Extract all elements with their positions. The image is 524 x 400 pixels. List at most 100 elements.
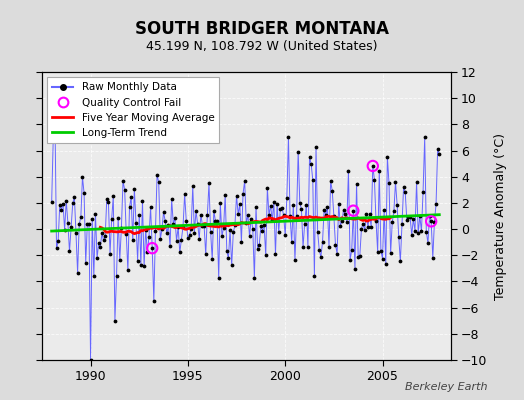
- Point: [193, 220, 202, 227]
- Point: [299, 244, 307, 250]
- Point: [112, 273, 121, 279]
- Point: [356, 253, 364, 259]
- Point: [59, 200, 67, 207]
- Point: [398, 221, 406, 228]
- Point: [328, 188, 336, 194]
- Point: [344, 168, 353, 174]
- Point: [122, 231, 130, 237]
- Point: [385, 180, 393, 186]
- Point: [82, 260, 90, 266]
- Text: 45.199 N, 108.792 W (United States): 45.199 N, 108.792 W (United States): [146, 40, 378, 53]
- Point: [297, 206, 305, 212]
- Point: [236, 201, 244, 207]
- Point: [420, 134, 429, 141]
- Point: [367, 224, 375, 230]
- Point: [296, 200, 304, 206]
- Point: [307, 161, 315, 167]
- Point: [245, 233, 254, 240]
- Point: [416, 213, 424, 219]
- Point: [172, 238, 181, 244]
- Point: [362, 210, 370, 217]
- Point: [57, 206, 66, 213]
- Point: [48, 199, 56, 206]
- Point: [103, 196, 111, 202]
- Point: [380, 206, 388, 213]
- Point: [370, 176, 379, 183]
- Point: [125, 204, 134, 210]
- Point: [128, 237, 137, 244]
- Point: [425, 212, 434, 219]
- Point: [242, 220, 250, 226]
- Point: [255, 242, 264, 248]
- Point: [257, 223, 265, 230]
- Point: [226, 227, 234, 233]
- Point: [78, 174, 86, 180]
- Text: Berkeley Earth: Berkeley Earth: [405, 382, 487, 392]
- Point: [137, 262, 145, 268]
- Point: [117, 225, 126, 231]
- Point: [432, 201, 440, 207]
- Point: [430, 219, 439, 225]
- Point: [312, 144, 320, 150]
- Point: [208, 256, 216, 263]
- Point: [408, 232, 416, 238]
- Point: [422, 228, 431, 235]
- Point: [96, 244, 104, 250]
- Point: [372, 218, 380, 224]
- Point: [198, 222, 206, 229]
- Point: [205, 180, 213, 187]
- Point: [67, 224, 75, 230]
- Point: [184, 235, 192, 242]
- Point: [135, 212, 144, 218]
- Point: [284, 134, 292, 141]
- Point: [150, 298, 158, 304]
- Point: [229, 229, 237, 236]
- Point: [351, 266, 359, 272]
- Point: [140, 263, 148, 269]
- Point: [381, 261, 390, 267]
- Point: [316, 254, 325, 260]
- Point: [86, 357, 95, 363]
- Point: [300, 220, 309, 227]
- Point: [388, 219, 397, 226]
- Point: [305, 154, 314, 160]
- Point: [148, 245, 156, 251]
- Point: [405, 214, 413, 220]
- Point: [73, 270, 82, 276]
- Point: [158, 226, 166, 232]
- Point: [325, 244, 333, 250]
- Point: [424, 240, 432, 246]
- Point: [164, 222, 172, 229]
- Point: [88, 216, 96, 222]
- Point: [143, 249, 151, 255]
- Point: [364, 224, 372, 230]
- Point: [49, 134, 58, 141]
- Point: [134, 257, 142, 264]
- Point: [83, 221, 92, 227]
- Point: [192, 208, 200, 214]
- Point: [250, 275, 258, 281]
- Point: [326, 178, 335, 184]
- Point: [365, 211, 374, 217]
- Point: [261, 252, 270, 258]
- Point: [395, 234, 403, 240]
- Point: [174, 224, 182, 230]
- Point: [252, 203, 260, 210]
- Point: [333, 250, 341, 257]
- Point: [176, 249, 184, 256]
- Point: [234, 211, 243, 218]
- Point: [211, 218, 220, 224]
- Point: [336, 222, 345, 229]
- Point: [368, 163, 377, 169]
- Legend: Raw Monthly Data, Quality Control Fail, Five Year Moving Average, Long-Term Tren: Raw Monthly Data, Quality Control Fail, …: [47, 77, 220, 143]
- Point: [210, 208, 218, 214]
- Point: [101, 233, 110, 240]
- Point: [94, 240, 103, 246]
- Point: [98, 230, 106, 236]
- Point: [396, 258, 405, 264]
- Point: [386, 250, 395, 256]
- Point: [91, 210, 100, 217]
- Point: [304, 244, 312, 250]
- Point: [161, 218, 169, 224]
- Point: [179, 224, 187, 230]
